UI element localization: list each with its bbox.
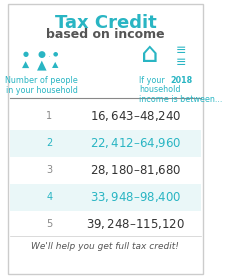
Text: ●: ● (22, 51, 28, 57)
FancyBboxPatch shape (9, 183, 201, 210)
Text: 3: 3 (46, 165, 52, 175)
Text: ▲: ▲ (37, 58, 46, 71)
Text: ≡
≡: ≡ ≡ (176, 44, 187, 69)
Text: 2: 2 (46, 138, 53, 148)
Text: based on income: based on income (46, 28, 165, 41)
FancyBboxPatch shape (9, 130, 201, 157)
Text: We'll help you get full tax credit!: We'll help you get full tax credit! (31, 242, 179, 251)
Text: $33,948 – $98,400: $33,948 – $98,400 (90, 190, 181, 204)
Text: 5: 5 (46, 219, 53, 229)
Text: ▲: ▲ (22, 60, 29, 69)
Text: 1: 1 (46, 111, 52, 121)
Text: Number of people
in your household: Number of people in your household (5, 76, 78, 95)
Text: ❤: ❤ (49, 56, 50, 57)
Text: ●: ● (37, 50, 46, 59)
Text: $22,412 – $64,960: $22,412 – $64,960 (90, 136, 181, 150)
Text: $16,643 – $48,240: $16,643 – $48,240 (90, 109, 181, 123)
Text: Tax Credit: Tax Credit (55, 14, 156, 32)
Text: If your: If your (139, 76, 168, 85)
Text: 👪: 👪 (35, 46, 48, 66)
Text: $28,180 – $81,680: $28,180 – $81,680 (90, 163, 181, 177)
Text: 2018: 2018 (170, 76, 193, 85)
Text: household
income is between...: household income is between... (139, 85, 223, 104)
Text: ▲: ▲ (52, 60, 59, 69)
Text: 4: 4 (46, 192, 52, 202)
Text: $39,248 – $115,120: $39,248 – $115,120 (86, 217, 185, 231)
Text: ●: ● (53, 52, 58, 57)
Text: ⌂: ⌂ (141, 40, 158, 68)
